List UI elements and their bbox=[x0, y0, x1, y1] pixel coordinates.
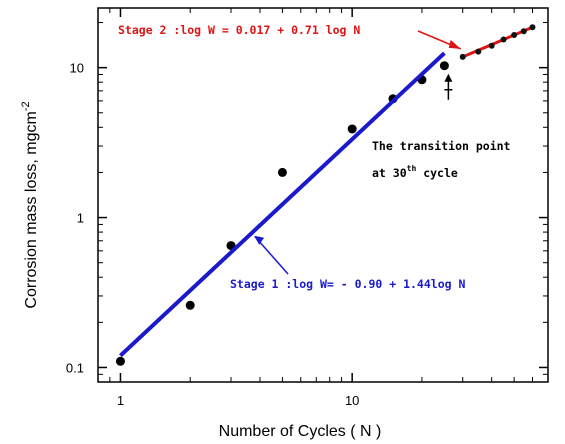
stage2-data-point bbox=[500, 36, 507, 43]
stage2-fit-line bbox=[462, 25, 534, 59]
stage2-data-point bbox=[475, 48, 482, 55]
plot-area bbox=[97, 7, 549, 383]
stage2-annotation: Stage 2 :log W = 0.017 + 0.71 log N bbox=[118, 23, 360, 37]
stage2-data-point bbox=[520, 28, 527, 35]
transition-annotation-line1: The transition point bbox=[372, 139, 511, 153]
y-axis-title-superscript: -2 bbox=[20, 101, 32, 111]
stage1-annotation: Stage 1 :log W= - 0.90 + 1.44log N bbox=[230, 277, 465, 291]
annotation-arrows bbox=[254, 30, 462, 275]
y-axis-title-text: Corrosion mass loss, mgcm bbox=[23, 111, 40, 308]
stage2-data-point bbox=[529, 24, 536, 31]
data-point bbox=[185, 300, 195, 310]
transition-line2-pre: at 30 bbox=[372, 166, 407, 180]
plot-frame bbox=[97, 7, 549, 383]
y-tick-label: 0.1 bbox=[66, 360, 84, 375]
y-axis-title: Corrosion mass loss, mgcm-2 bbox=[20, 101, 40, 308]
stage1-arrow-line bbox=[254, 236, 289, 275]
data-point bbox=[115, 356, 125, 366]
stage2-data-point bbox=[511, 32, 518, 39]
transition-line2-post: cycle bbox=[416, 166, 458, 180]
x-axis-title: Number of Cycles ( N ) bbox=[219, 423, 382, 440]
transition-line2-sup: th bbox=[407, 164, 417, 173]
data-point bbox=[439, 61, 449, 71]
data-point bbox=[277, 167, 287, 177]
stage2-data-point bbox=[488, 42, 495, 49]
axis-ticks: 1 10 0.1 1 10 bbox=[66, 8, 548, 408]
y-tick-label: 10 bbox=[70, 61, 84, 76]
stage2-arrow-head bbox=[448, 39, 461, 49]
stage2-data-point bbox=[459, 53, 466, 60]
transition-annotation-line2: at 30th cycle bbox=[372, 164, 458, 180]
stage1-arrow-head bbox=[254, 235, 265, 245]
x-tick-label: 1 bbox=[117, 393, 124, 408]
y-tick-label: 1 bbox=[77, 211, 84, 226]
x-tick-label: 10 bbox=[345, 393, 359, 408]
stage1-fit-line bbox=[119, 51, 446, 358]
data-point bbox=[347, 124, 357, 134]
transition-arrow-head bbox=[444, 73, 453, 82]
